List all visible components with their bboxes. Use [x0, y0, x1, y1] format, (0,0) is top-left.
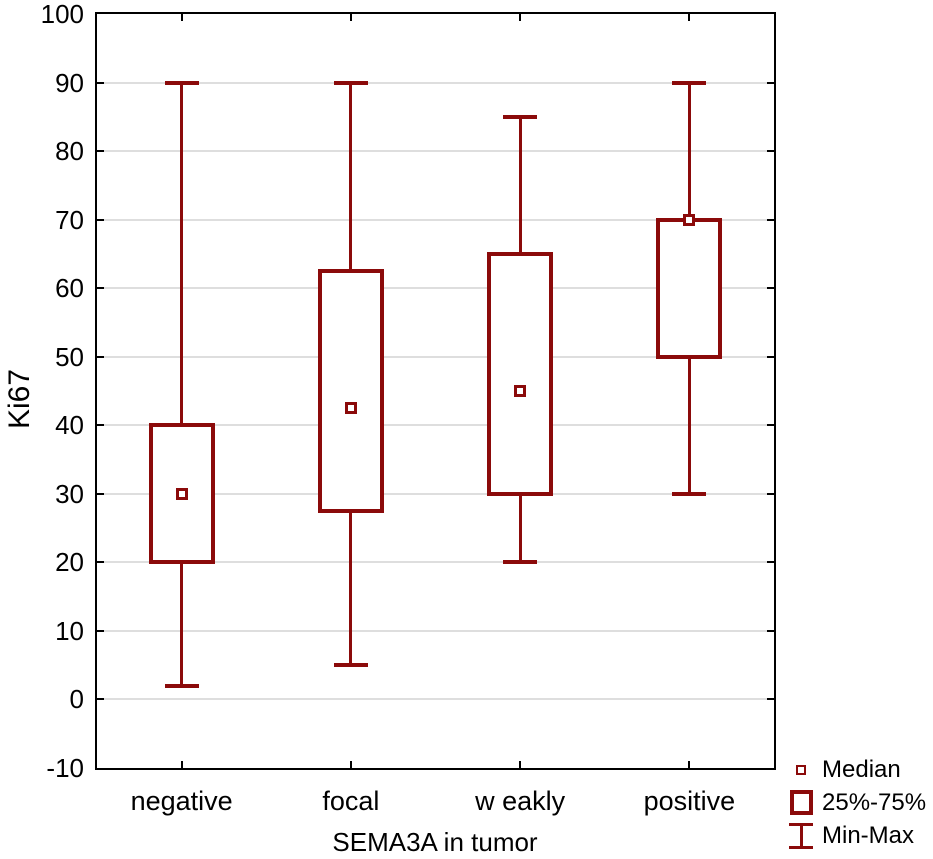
y-tick-label: 20: [55, 547, 84, 578]
y-tick-mark: [767, 81, 774, 84]
whisker-cap-glyph: [789, 845, 813, 849]
y-tick-mark: [767, 698, 774, 701]
x-tick-label: w eakly: [475, 786, 566, 816]
gridline: [97, 287, 774, 290]
y-tick-mark: [97, 287, 104, 290]
legend-item-median-marker: Median: [786, 753, 932, 786]
x-tick-mark: [349, 14, 352, 21]
y-tick-label: 60: [55, 273, 84, 304]
gridline: [97, 355, 774, 358]
whisker-upper-stem: [518, 116, 522, 254]
gridline: [97, 150, 774, 153]
x-tick-mark: [688, 14, 691, 21]
whisker-lower-stem: [349, 510, 353, 666]
whisker-cap-min: [333, 663, 368, 668]
x-tick-mark: [688, 761, 691, 768]
legend-item-iqr-box: 25%-75%: [786, 786, 932, 819]
whisker-upper-stem: [180, 82, 184, 426]
gridline: [97, 561, 774, 564]
iqr-box: [317, 269, 384, 513]
y-tick-mark: [767, 492, 774, 495]
x-tick-mark: [180, 761, 183, 768]
legend-label: Min-Max: [822, 821, 915, 849]
min-max-whisker-glyph: [789, 822, 813, 849]
iqr-box-icon: [786, 790, 816, 815]
y-tick-mark: [97, 355, 104, 358]
x-tick-label: negative: [130, 786, 233, 816]
y-tick-label: 50: [55, 341, 84, 372]
gridline: [97, 81, 774, 84]
iqr-box: [487, 251, 554, 496]
whisker-lower-stem: [687, 356, 691, 494]
y-tick-mark: [767, 561, 774, 564]
median-marker: [344, 402, 357, 415]
median-marker: [683, 213, 696, 226]
y-tick-mark: [97, 218, 104, 221]
y-tick-label: 10: [55, 615, 84, 646]
y-tick-mark: [97, 561, 104, 564]
median-marker-glyph: [796, 764, 806, 775]
y-tick-label: 30: [55, 478, 84, 509]
y-tick-mark: [767, 629, 774, 632]
whisker-upper-stem: [687, 82, 691, 220]
gridline: [97, 218, 774, 221]
gridline: [97, 698, 774, 701]
y-tick-mark: [97, 81, 104, 84]
y-tick-mark: [97, 150, 104, 153]
iqr-box: [656, 217, 723, 359]
x-tick-label: focal: [322, 786, 380, 816]
x-tick-mark: [519, 14, 522, 21]
whisker-cap-glyph: [789, 822, 813, 826]
gridline: [97, 424, 774, 427]
whisker-cap-max: [672, 80, 707, 85]
whisker-lower-stem: [518, 493, 522, 563]
median-marker-icon: [786, 764, 816, 775]
y-tick-label: 80: [55, 136, 84, 167]
whisker-lower-stem: [180, 562, 184, 686]
whisker-cap-min: [503, 560, 538, 565]
median-marker: [175, 487, 188, 500]
y-tick-label: 90: [55, 67, 84, 98]
legend-label: Median: [822, 755, 901, 783]
y-tick-mark: [97, 492, 104, 495]
x-tick-mark: [519, 761, 522, 768]
y-tick-label: 100: [40, 0, 84, 29]
y-tick-label: -10: [46, 753, 84, 783]
whisker-cap-min: [164, 683, 199, 688]
y-tick-mark: [767, 150, 774, 153]
legend-label: 25%-75%: [822, 788, 927, 816]
min-max-whisker-icon: [786, 822, 816, 849]
y-tick-mark: [767, 218, 774, 221]
y-tick-mark: [767, 355, 774, 358]
y-tick-mark: [97, 424, 104, 427]
y-tick-label: 40: [55, 410, 84, 441]
whisker-cap-max: [503, 114, 538, 119]
x-axis-title: SEMA3A in tumor: [332, 827, 538, 857]
x-tick-label: positive: [643, 786, 736, 816]
y-tick-mark: [97, 629, 104, 632]
gridline: [97, 629, 774, 632]
whisker-upper-stem: [349, 82, 353, 272]
x-tick-mark: [180, 14, 183, 21]
y-tick-mark: [97, 698, 104, 701]
plot-area: [95, 12, 776, 770]
whisker-cap-max: [333, 80, 368, 85]
whisker-cap-max: [164, 80, 199, 85]
whisker-cap-min: [672, 491, 707, 496]
iqr-box-glyph: [789, 790, 813, 815]
y-tick-label: 70: [55, 204, 84, 235]
legend: Median 25%-75% Min-Max: [786, 753, 932, 852]
median-marker: [514, 385, 527, 397]
y-tick-mark: [767, 287, 774, 290]
whisker-stem-glyph: [799, 822, 803, 849]
legend-item-min-max-whisker: Min-Max: [786, 819, 932, 852]
x-tick-mark: [349, 761, 352, 768]
y-tick-mark: [767, 424, 774, 427]
y-tick-label: 0: [69, 684, 84, 715]
gridline: [97, 492, 774, 495]
